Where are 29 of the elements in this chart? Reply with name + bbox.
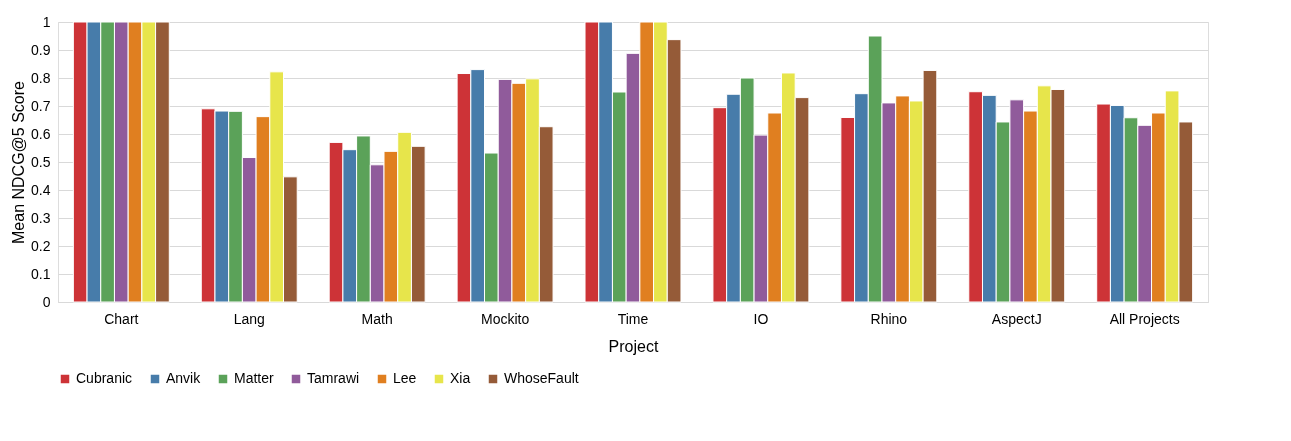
y-tick-label: 0.5 <box>31 153 51 170</box>
x-tick-label: Mockito <box>480 310 530 327</box>
legend-label: Anvik <box>166 370 202 386</box>
y-tick-label: 0 <box>42 293 51 310</box>
legend-label: Xia <box>450 370 471 386</box>
x-axis-title: Project <box>608 337 659 355</box>
legend-label: Lee <box>393 370 417 386</box>
y-tick-label: 0.6 <box>31 125 51 142</box>
y-tick-label: 0.9 <box>31 41 51 58</box>
x-tick-label: Rhino <box>870 310 908 327</box>
legend-label: WhoseFault <box>504 370 579 386</box>
y-tick-label: 0.7 <box>31 97 51 114</box>
x-tick-label: AspectJ <box>991 310 1042 327</box>
x-tick-label: Time <box>617 310 649 327</box>
x-tick-label: Math <box>361 310 393 327</box>
y-tick-label: 1 <box>42 13 51 30</box>
legend-label: Cubranic <box>76 370 133 386</box>
y-tick-label: 0.1 <box>31 265 51 282</box>
x-tick-label: Chart <box>104 310 139 327</box>
y-tick-label: 0.4 <box>31 181 51 198</box>
y-tick-label: 0.3 <box>31 209 51 226</box>
y-tick-label: 0.2 <box>31 237 51 254</box>
y-axis-title: Mean NDCG@5 Score <box>10 80 28 244</box>
x-tick-label: Lang <box>233 310 265 327</box>
x-tick-label: IO <box>753 310 769 327</box>
legend-label: Matter <box>234 370 275 386</box>
legend-label: Tamrawi <box>307 370 360 386</box>
x-tick-label: All Projects <box>1109 310 1180 327</box>
y-tick-label: 0.8 <box>31 69 51 86</box>
